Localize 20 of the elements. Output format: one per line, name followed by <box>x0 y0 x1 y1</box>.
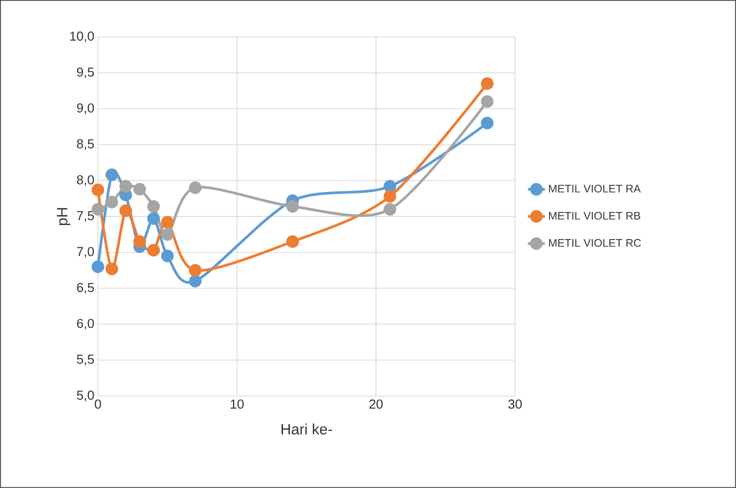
y-tick-label: 8,5 <box>76 139 94 150</box>
legend-label: METIL VIOLET RB <box>549 212 640 220</box>
legend-label: METIL VIOLET RC <box>549 239 641 247</box>
y-tick-label: 7,0 <box>77 247 94 258</box>
x-tick-label: 30 <box>508 400 522 409</box>
x-tick-label: 20 <box>369 400 383 409</box>
y-tick-label: 10,0 <box>70 32 94 42</box>
y-axis-title: pH <box>56 208 70 226</box>
y-tick-label: 9,5 <box>77 67 94 78</box>
y-tick-label: 8,0 <box>76 175 94 186</box>
y-tick-label: 7,5 <box>77 211 94 222</box>
x-axis-title: Hari ke- <box>282 424 332 435</box>
y-tick-label: 6,0 <box>77 318 94 330</box>
x-tick-label: 0 <box>94 400 102 409</box>
legend-label: METIL VIOLET RA <box>549 184 641 193</box>
y-tick-label: 6,5 <box>77 282 94 294</box>
y-tick-label: 5,5 <box>76 354 94 366</box>
y-tick-label: 9,0 <box>77 103 94 114</box>
y-tick-label: 5,0 <box>76 390 94 402</box>
x-tick-label: 10 <box>230 400 244 409</box>
